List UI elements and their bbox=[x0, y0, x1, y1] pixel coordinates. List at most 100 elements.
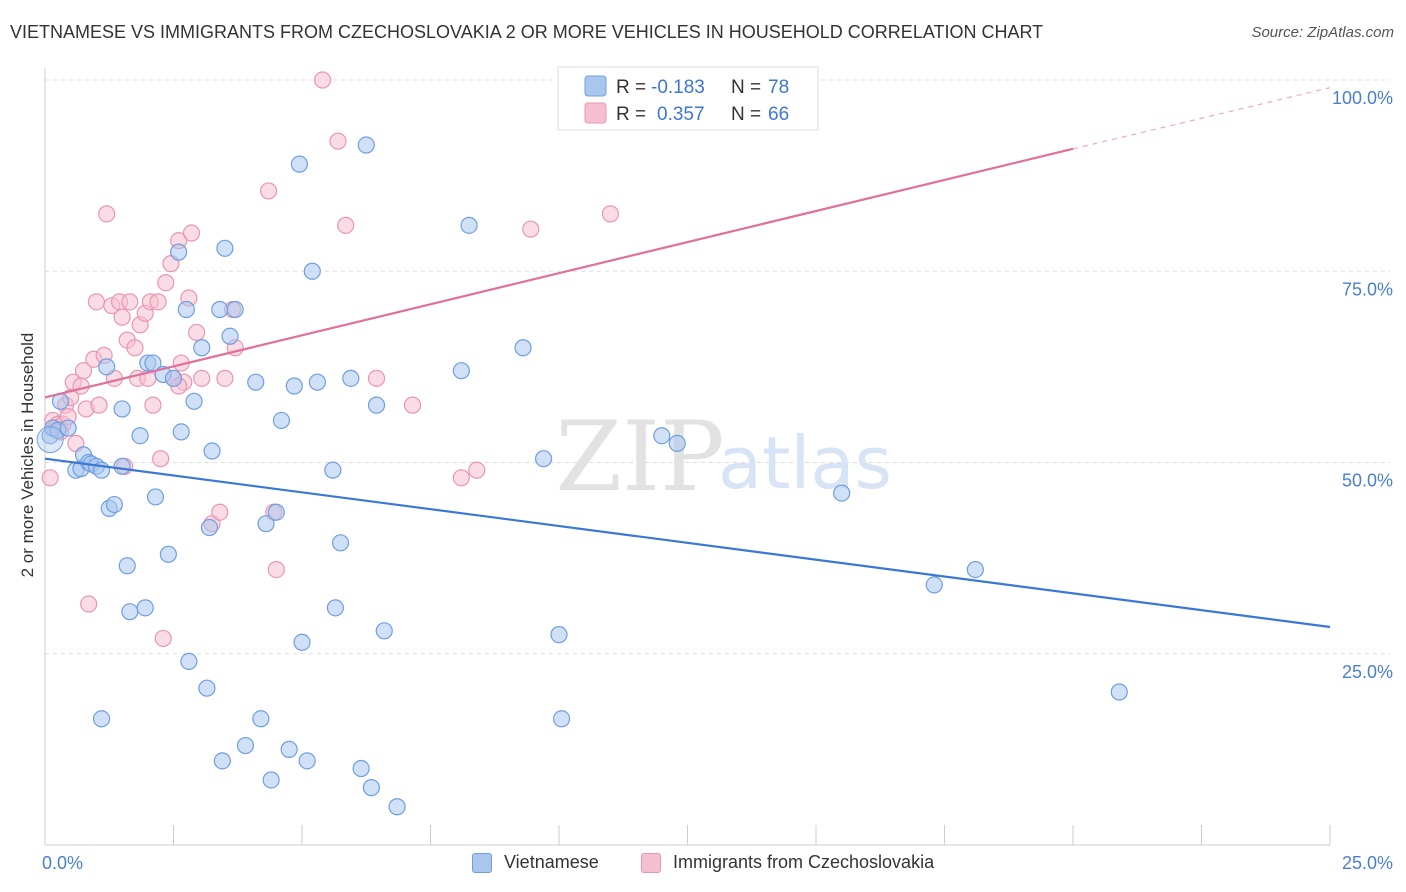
data-point bbox=[154, 629, 172, 648]
trend-line-czechoslovakia-extension bbox=[1072, 87, 1331, 150]
data-point bbox=[216, 239, 234, 257]
data-point bbox=[90, 396, 108, 414]
data-point bbox=[452, 469, 470, 487]
data-point bbox=[833, 484, 851, 502]
data-point bbox=[534, 450, 553, 468]
x-tick-label-max: 25.0% bbox=[1342, 853, 1393, 873]
data-point bbox=[280, 740, 298, 758]
legend-n-value-blue: 78 bbox=[768, 77, 789, 98]
data-point bbox=[216, 369, 234, 387]
legend-r-value-blue: -0.183 bbox=[651, 77, 705, 98]
data-point bbox=[149, 293, 167, 311]
y-tick-label: 75.0% bbox=[1342, 279, 1393, 299]
data-point bbox=[198, 679, 216, 697]
data-point bbox=[925, 576, 943, 594]
data-point bbox=[177, 300, 195, 319]
data-point bbox=[293, 633, 311, 651]
data-point bbox=[164, 369, 183, 387]
legend-item-czechoslovakia[interactable]: Immigrants from Czechoslovakia bbox=[641, 852, 934, 873]
data-point bbox=[74, 362, 93, 380]
data-point bbox=[362, 779, 380, 797]
y-tick-label: 25.0% bbox=[1342, 662, 1393, 682]
data-point bbox=[105, 495, 123, 514]
data-point bbox=[375, 622, 393, 640]
data-point bbox=[113, 400, 131, 418]
data-point bbox=[552, 710, 571, 728]
data-point bbox=[113, 457, 131, 475]
data-point bbox=[367, 369, 386, 387]
legend-swatch-blue bbox=[584, 75, 607, 97]
y-tick-label: 100.0% bbox=[1332, 88, 1393, 108]
data-point bbox=[337, 216, 355, 234]
data-point bbox=[226, 300, 244, 319]
watermark: ZIP atlas bbox=[555, 401, 892, 513]
gridlines bbox=[45, 79, 1390, 655]
data-point bbox=[352, 759, 370, 778]
data-point bbox=[329, 132, 347, 150]
watermark-atlas: atlas bbox=[718, 421, 892, 505]
data-point bbox=[468, 461, 486, 479]
data-point bbox=[121, 293, 139, 311]
data-point bbox=[653, 427, 671, 445]
data-point bbox=[172, 423, 190, 441]
data-point bbox=[98, 358, 116, 376]
data-point bbox=[170, 243, 188, 261]
data-point bbox=[452, 362, 470, 380]
legend-n-value-pink: 66 bbox=[768, 104, 789, 125]
legend-n-label-pink: N = bbox=[731, 104, 761, 125]
data-point bbox=[272, 411, 291, 430]
legend-label-vietnamese: Vietnamese bbox=[504, 852, 599, 872]
data-point bbox=[298, 752, 316, 770]
trend-line-czechoslovakia bbox=[44, 147, 1074, 399]
data-point bbox=[668, 434, 686, 452]
data-point bbox=[41, 469, 59, 487]
data-point bbox=[80, 595, 98, 613]
data-point bbox=[236, 736, 255, 755]
series-legend: Vietnamese Immigrants from Czechoslovaki… bbox=[0, 850, 1406, 880]
data-point bbox=[308, 373, 327, 391]
data-point bbox=[221, 327, 239, 345]
data-point bbox=[388, 798, 406, 816]
data-point bbox=[87, 293, 106, 311]
legend-item-vietnamese[interactable]: Vietnamese bbox=[472, 852, 599, 873]
data-point bbox=[131, 427, 149, 445]
data-point bbox=[267, 560, 285, 579]
legend-r-value-pink: 0.357 bbox=[657, 104, 705, 125]
data-point bbox=[357, 136, 375, 154]
trend-lines bbox=[44, 87, 1331, 629]
data-point bbox=[126, 339, 144, 357]
data-point bbox=[367, 396, 386, 414]
data-point bbox=[290, 155, 309, 173]
data-point bbox=[136, 599, 154, 617]
data-point bbox=[113, 308, 131, 326]
data-point bbox=[267, 503, 285, 521]
data-point bbox=[601, 205, 620, 223]
chart-title: VIETNAMESE VS IMMIGRANTS FROM CZECHOSLOV… bbox=[10, 22, 1044, 42]
data-point bbox=[200, 518, 219, 537]
data-point bbox=[98, 205, 116, 223]
data-point bbox=[118, 557, 136, 575]
data-point bbox=[203, 442, 221, 460]
data-point bbox=[966, 560, 984, 579]
data-point bbox=[188, 323, 206, 342]
legend-r-label-blue: R = bbox=[616, 77, 646, 98]
stats-legend: R = -0.183 N = 78 R = 0.357 N = 66 bbox=[557, 66, 819, 131]
y-tick-label: 50.0% bbox=[1342, 471, 1393, 491]
legend-swatch-czechoslovakia bbox=[641, 852, 661, 873]
data-point bbox=[193, 369, 211, 387]
data-point bbox=[285, 377, 303, 395]
data-point bbox=[157, 274, 175, 292]
data-point bbox=[259, 182, 278, 200]
legend-swatch-pink bbox=[584, 102, 607, 124]
data-point bbox=[92, 710, 111, 728]
data-point bbox=[331, 534, 350, 552]
data-point bbox=[36, 426, 64, 454]
data-point bbox=[1110, 683, 1128, 701]
data-point bbox=[247, 373, 265, 391]
data-point bbox=[257, 515, 275, 533]
data-point bbox=[72, 377, 90, 395]
legend-n-label-blue: N = bbox=[731, 77, 761, 98]
data-point bbox=[522, 220, 540, 238]
data-point bbox=[59, 419, 77, 437]
